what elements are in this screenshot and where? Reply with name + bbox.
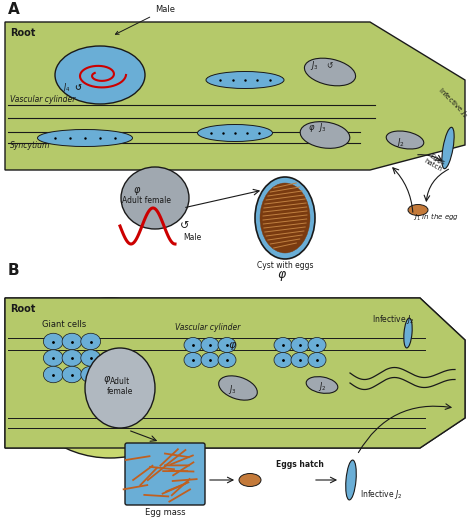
Ellipse shape bbox=[81, 350, 100, 366]
Ellipse shape bbox=[62, 366, 82, 383]
Text: Vascular cylinder: Vascular cylinder bbox=[10, 95, 75, 104]
Polygon shape bbox=[5, 22, 465, 170]
Text: Root: Root bbox=[10, 28, 36, 38]
Ellipse shape bbox=[184, 338, 202, 352]
Ellipse shape bbox=[85, 348, 155, 428]
Text: $J_1$ in the egg: $J_1$ in the egg bbox=[413, 212, 459, 223]
Ellipse shape bbox=[219, 376, 257, 400]
Ellipse shape bbox=[62, 333, 82, 350]
Ellipse shape bbox=[291, 352, 309, 368]
Ellipse shape bbox=[274, 352, 292, 368]
Text: Male: Male bbox=[183, 233, 201, 242]
Ellipse shape bbox=[218, 352, 236, 368]
Text: $J_2$: $J_2$ bbox=[396, 136, 405, 149]
Ellipse shape bbox=[62, 350, 82, 366]
Ellipse shape bbox=[260, 183, 310, 253]
Text: $J_3$: $J_3$ bbox=[310, 59, 319, 72]
Ellipse shape bbox=[408, 205, 428, 215]
Text: Adult
female: Adult female bbox=[107, 377, 133, 396]
Ellipse shape bbox=[404, 318, 412, 348]
Text: $\varphi$: $\varphi$ bbox=[308, 123, 315, 134]
Ellipse shape bbox=[201, 352, 219, 368]
Ellipse shape bbox=[44, 333, 63, 350]
FancyBboxPatch shape bbox=[125, 443, 205, 505]
Ellipse shape bbox=[308, 338, 326, 352]
Ellipse shape bbox=[304, 58, 356, 86]
Ellipse shape bbox=[37, 130, 133, 147]
Text: $J_3$: $J_3$ bbox=[318, 121, 327, 134]
Ellipse shape bbox=[255, 177, 315, 259]
Text: Infective $J_2$: Infective $J_2$ bbox=[435, 86, 469, 121]
Text: Egg mass: Egg mass bbox=[145, 508, 185, 517]
Text: Infective $J_2$: Infective $J_2$ bbox=[360, 488, 402, 501]
Ellipse shape bbox=[55, 46, 145, 104]
Ellipse shape bbox=[239, 473, 261, 487]
Text: $\varphi$: $\varphi$ bbox=[228, 340, 237, 352]
Text: Root: Root bbox=[10, 304, 36, 314]
Text: Male: Male bbox=[116, 5, 175, 34]
Ellipse shape bbox=[44, 350, 63, 366]
Text: $\varphi$: $\varphi$ bbox=[103, 374, 111, 386]
Ellipse shape bbox=[198, 124, 273, 141]
Text: Eggs hatch: Eggs hatch bbox=[276, 460, 324, 469]
Text: $\varphi$: $\varphi$ bbox=[277, 269, 287, 283]
Text: B: B bbox=[8, 263, 19, 278]
Ellipse shape bbox=[121, 167, 189, 229]
Ellipse shape bbox=[18, 298, 202, 458]
Ellipse shape bbox=[306, 377, 338, 394]
Ellipse shape bbox=[386, 131, 424, 149]
Text: Vascular cylinder: Vascular cylinder bbox=[175, 323, 240, 332]
Ellipse shape bbox=[81, 333, 100, 350]
Text: Eggs
hatch: Eggs hatch bbox=[423, 152, 447, 173]
Ellipse shape bbox=[44, 366, 63, 383]
Ellipse shape bbox=[291, 338, 309, 352]
Text: A: A bbox=[8, 2, 20, 17]
Text: Syncytium: Syncytium bbox=[10, 141, 50, 150]
Text: $\circlearrowleft$: $\circlearrowleft$ bbox=[325, 60, 334, 70]
Polygon shape bbox=[5, 298, 465, 448]
Text: Adult female: Adult female bbox=[122, 196, 172, 205]
Ellipse shape bbox=[308, 352, 326, 368]
Ellipse shape bbox=[442, 127, 454, 169]
Text: $\mathbf{\circlearrowleft}$: $\mathbf{\circlearrowleft}$ bbox=[73, 82, 83, 92]
Ellipse shape bbox=[346, 460, 356, 500]
Text: Giant cells: Giant cells bbox=[42, 320, 86, 329]
Text: $J_2$: $J_2$ bbox=[318, 380, 327, 393]
Text: Cyst with eggs: Cyst with eggs bbox=[257, 261, 313, 270]
Text: Infective $J_2$: Infective $J_2$ bbox=[372, 313, 415, 326]
Ellipse shape bbox=[184, 352, 202, 368]
Ellipse shape bbox=[274, 338, 292, 352]
Text: $J_3$: $J_3$ bbox=[228, 383, 237, 396]
Polygon shape bbox=[5, 298, 465, 448]
Ellipse shape bbox=[81, 366, 100, 383]
Ellipse shape bbox=[300, 122, 350, 148]
Ellipse shape bbox=[218, 338, 236, 352]
Text: $J_4$: $J_4$ bbox=[62, 81, 71, 94]
Text: $\circlearrowleft$: $\circlearrowleft$ bbox=[177, 220, 190, 230]
Text: $\varphi$: $\varphi$ bbox=[133, 185, 141, 197]
Ellipse shape bbox=[201, 338, 219, 352]
Ellipse shape bbox=[206, 71, 284, 88]
